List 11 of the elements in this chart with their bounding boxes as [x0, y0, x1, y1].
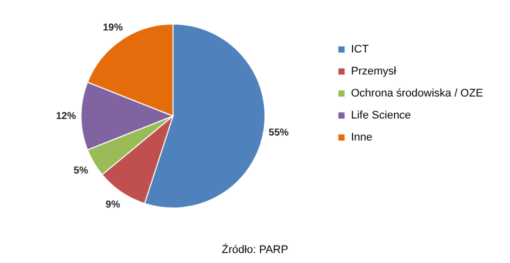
- data-label: 5%: [74, 165, 88, 176]
- legend-label: Przemysł: [351, 66, 397, 78]
- legend-label: Ochrona środowiska / OZE: [351, 88, 484, 100]
- data-label: 12%: [56, 111, 76, 122]
- data-label: 19%: [102, 22, 123, 34]
- text: Źródło: PARP: [220, 244, 290, 256]
- legend-label: Life Science: [351, 110, 411, 122]
- legend-label: ICT: [351, 44, 369, 56]
- legend-label: Inne: [351, 132, 372, 144]
- data-label: 9%: [106, 200, 120, 210]
- data-label: 55%: [268, 128, 289, 139]
